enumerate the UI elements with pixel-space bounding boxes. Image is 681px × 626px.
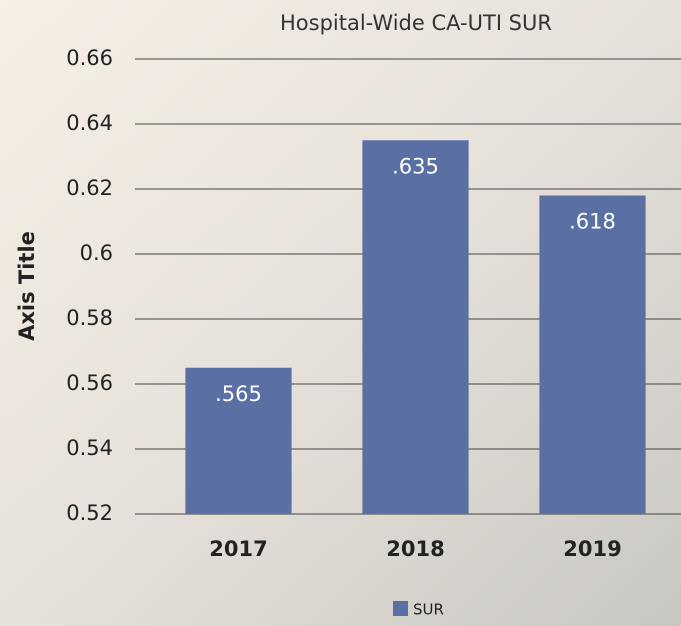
x-tick-label: 2019 bbox=[563, 537, 621, 561]
bar bbox=[539, 195, 646, 514]
y-tick-label: 0.62 bbox=[66, 176, 113, 200]
value-label: .618 bbox=[569, 210, 616, 234]
y-tick-label: 0.64 bbox=[66, 111, 113, 135]
y-tick-label: 0.52 bbox=[66, 501, 113, 525]
y-axis-title: Axis Title bbox=[15, 231, 39, 341]
y-tick-label: 0.66 bbox=[66, 46, 113, 70]
bar bbox=[185, 367, 292, 514]
y-tick-label: 0.54 bbox=[66, 436, 113, 460]
y-tick-label: 0.58 bbox=[66, 306, 113, 330]
value-label: .565 bbox=[215, 382, 262, 406]
legend-label: SUR bbox=[413, 601, 444, 619]
bar bbox=[362, 140, 469, 514]
y-tick-label: 0.6 bbox=[80, 241, 113, 265]
chart-title: Hospital-Wide CA-UTI SUR bbox=[280, 11, 552, 35]
value-label: .635 bbox=[392, 154, 439, 178]
y-tick-label: 0.56 bbox=[66, 371, 113, 395]
x-tick-label: 2017 bbox=[209, 537, 267, 561]
x-tick-label: 2018 bbox=[386, 537, 444, 561]
legend-swatch bbox=[393, 601, 408, 616]
